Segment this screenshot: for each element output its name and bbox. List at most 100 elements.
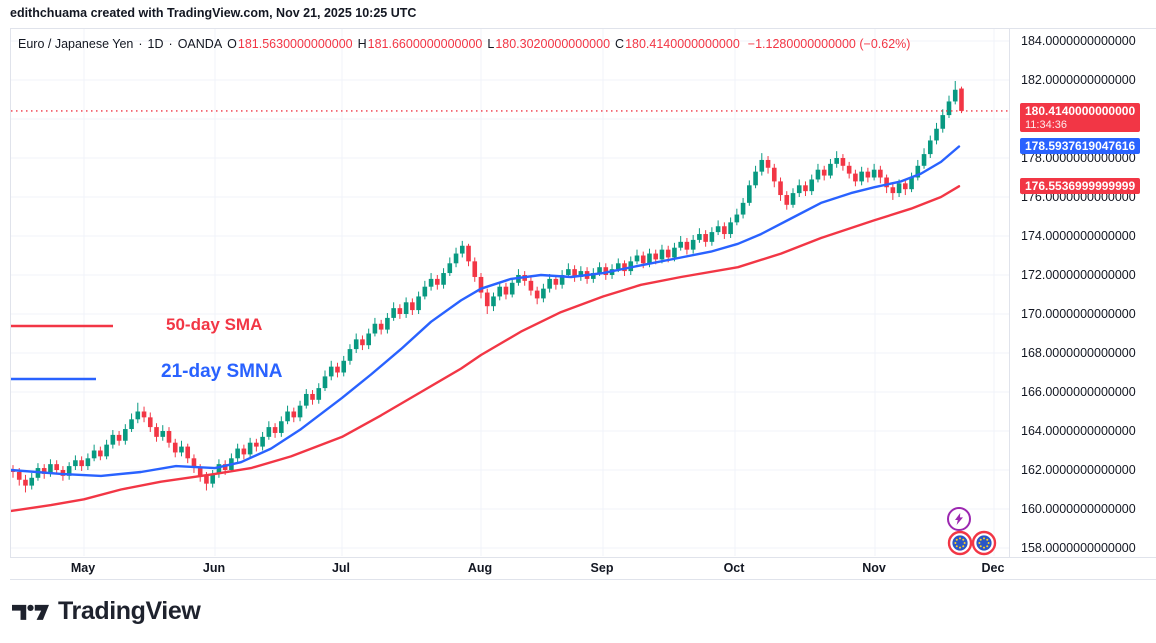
candle-body [665,249,671,258]
candle-body [871,169,877,178]
candle-body [129,419,134,430]
candle-body [547,278,552,289]
candle-body [771,167,777,182]
candle-body [503,286,509,295]
candle-body [410,302,415,311]
month-label: Nov [862,561,886,575]
candle-body [141,411,147,418]
month-label: Oct [723,561,745,575]
candle-body [828,163,833,176]
candle-body [615,263,621,270]
candle-body [216,464,222,474]
candle-body [160,431,166,437]
candle-body [23,479,28,486]
chart-plot-area[interactable]: Euro / Japanese Yen · 1D · OANDA O 181.56… [10,28,1010,557]
symbol-legend: Euro / Japanese Yen · 1D · OANDA O 181.56… [18,37,910,51]
candle-body [241,448,247,455]
candle-body [197,468,203,476]
tradingview-branding[interactable]: TradingView [12,597,201,626]
candle-body [154,427,159,437]
candle-body [765,159,771,168]
lightning-event-icon[interactable] [947,507,971,531]
candle-body [73,460,78,467]
legend-separator: · [168,37,173,51]
candle-body [297,405,303,418]
candle-body [566,269,571,276]
candle-body [104,444,109,457]
price-tick-label: 160.0000000000000 [1021,502,1136,516]
candle-body [815,169,821,180]
month-label: Aug [467,561,493,575]
candle-body [715,226,721,233]
candle-body [753,171,758,186]
candle-body [684,241,690,250]
candle-body [784,195,790,205]
candle-body [653,253,659,260]
candle-body [416,296,421,311]
ohlc-low: L 180.3020000000000 [487,37,611,51]
candle-body [591,273,596,279]
candle-body [491,296,496,307]
candle-body [41,468,47,474]
month-label: Dec [981,561,1005,575]
candle-body [403,302,409,315]
candle-body [266,427,272,437]
candle-body [453,253,459,264]
candle-body [204,475,209,484]
candle-body [853,173,858,182]
candle-body [597,267,602,274]
countdown-timer: 11:34:36 [1025,118,1068,131]
price-tick-label: 178.0000000000000 [1021,151,1136,165]
candle-body [934,128,939,141]
candle-body [640,255,646,264]
candle-body [79,460,84,467]
candle-body [509,282,515,295]
candle-body [734,214,740,223]
candle-body [85,458,91,467]
candle-body [254,442,259,447]
candle-body [484,292,490,307]
eu-flag-event-icon[interactable] [947,530,973,556]
candle-body [890,187,896,194]
candle-body [659,249,665,260]
price-tick-label: 166.0000000000000 [1021,385,1136,399]
candle-body [166,431,172,443]
candle-body [553,278,559,285]
candle-body [952,89,958,102]
candle-body [896,183,902,194]
candle-body [335,366,340,373]
candle-body [478,276,484,293]
sma50-value-badge: 176.5536999999999 [1020,178,1141,195]
candle-body [303,393,309,406]
price-tick-label: 182.0000000000000 [1021,73,1136,87]
candle-body [347,349,353,361]
candle-body [722,226,727,235]
time-axis[interactable]: May Jun Jul Aug Sep Oct Nov Dec [10,557,1156,580]
candle-body [915,165,921,178]
candle-body [747,185,752,203]
symbol-interval: 1D [147,37,164,51]
candlestick-chart-canvas[interactable] [11,29,1009,556]
month-label: Sep [590,561,614,575]
candle-body [110,434,116,445]
price-tick-label: 170.0000000000000 [1021,307,1136,321]
candle-body [672,247,677,258]
candle-body [541,288,546,299]
month-label: Jun [202,561,226,575]
candle-body [884,177,889,188]
price-axis[interactable]: 184.0000000000000182.0000000000000180.00… [1010,28,1156,557]
tradingview-logo-icon [12,604,49,620]
candle-body [54,464,59,471]
candle-body [921,154,927,166]
candle-body [147,417,153,428]
candle-body [603,267,609,276]
candle-body [48,464,53,474]
eu-flag-event-icon[interactable] [971,530,997,556]
symbol-title: Euro / Japanese Yen [18,37,134,51]
candle-body [29,477,35,486]
candle-body [940,115,946,129]
candle-body [740,202,746,215]
price-tick-label: 162.0000000000000 [1021,463,1136,477]
candle-body [497,286,503,297]
candle-body [859,171,864,182]
